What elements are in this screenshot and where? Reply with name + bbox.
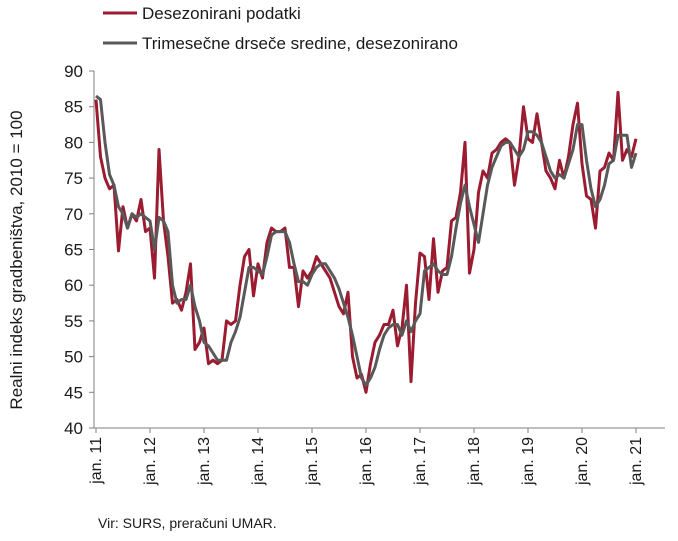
x-tick-label: jan. 21: [628, 437, 645, 486]
y-tick-label: 45: [64, 383, 83, 402]
y-tick-label: 85: [64, 98, 83, 117]
x-tick-label: jan. 13: [196, 437, 213, 486]
x-tick-label: jan. 17: [412, 437, 429, 486]
x-tick-label: jan. 18: [466, 437, 483, 486]
x-tick-label: jan. 19: [520, 437, 537, 486]
legend-label-drsece-sredine: Trimesečne drseče sredine, desezonirano: [142, 34, 458, 53]
x-tick-label: jan. 20: [574, 437, 591, 486]
y-tick-label: 80: [64, 133, 83, 152]
y-tick-label: 90: [64, 62, 83, 81]
y-tick-label: 55: [64, 312, 83, 331]
x-axis: jan. 11 jan. 12 jan. 13 jan. 14 jan. 15 jan. …: [88, 427, 665, 486]
x-tick-label: jan. 11: [88, 437, 105, 485]
series-group: [94, 90, 638, 394]
y-axis-label: Realni indeks gradbeništva, 2010 = 100: [7, 110, 26, 409]
y-tick-label: 50: [64, 348, 83, 367]
y-tick-label: 60: [64, 276, 83, 295]
y-tick-label: 65: [64, 241, 83, 260]
y-tick-label: 70: [64, 205, 83, 224]
legend-label-desezonirani: Desezonirani podatki: [142, 4, 301, 23]
x-tick-label: jan. 15: [304, 437, 321, 486]
x-tick-label: jan. 14: [250, 437, 267, 486]
y-tick-label: 40: [64, 419, 83, 438]
x-tick-label: jan. 16: [358, 437, 375, 486]
series-line-drsece-sredine: [95, 94, 638, 387]
series-line-desezonirani: [94, 90, 638, 394]
x-tick-label: jan. 12: [142, 437, 159, 486]
y-tick-label: 75: [64, 169, 83, 188]
source-note: Vir: SURS, preračuni UMAR.: [98, 515, 277, 531]
legend: Desezonirani podatki Trimesečne drseče s…: [103, 4, 458, 53]
y-axis: 40 45 50 55 60 65 70 75 80 85 90: [64, 62, 95, 438]
